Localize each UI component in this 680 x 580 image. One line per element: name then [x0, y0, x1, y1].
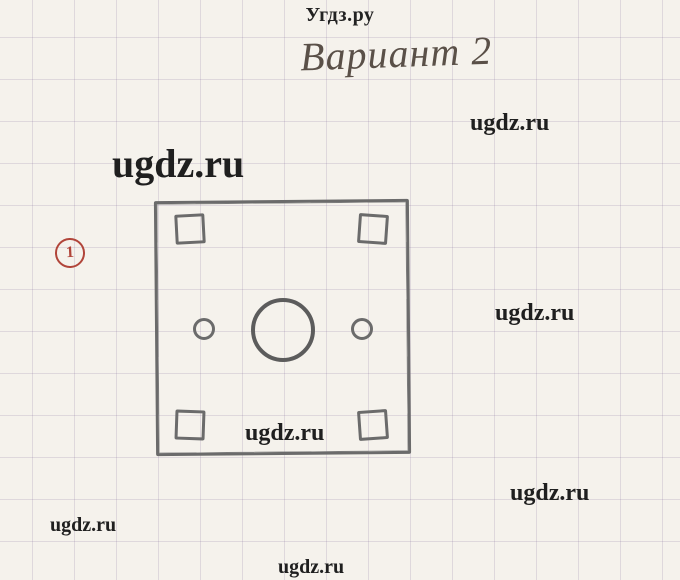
watermark: ugdz.ru	[495, 300, 574, 327]
watermark: ugdz.ru	[50, 514, 116, 537]
watermark: ugdz.ru	[470, 110, 549, 137]
variant-title: Вариант 2	[299, 27, 493, 81]
watermark: ugdz.ru	[112, 140, 244, 187]
sketch-corner-square	[174, 213, 206, 245]
watermark: ugdz.ru	[245, 420, 324, 447]
problem-sketch	[155, 200, 410, 455]
sketch-side-circle	[193, 318, 215, 340]
sketch-corner-square	[357, 409, 389, 441]
sketch-corner-square	[357, 213, 389, 245]
watermark: ugdz.ru	[510, 480, 589, 507]
problem-number-text: 1	[66, 244, 75, 262]
sketch-corner-square	[174, 409, 205, 440]
sketch-side-circle	[351, 318, 373, 340]
sketch-center-circle	[251, 298, 315, 362]
watermark: ugdz.ru	[278, 556, 344, 579]
site-header: Угдз.ру	[0, 4, 680, 27]
